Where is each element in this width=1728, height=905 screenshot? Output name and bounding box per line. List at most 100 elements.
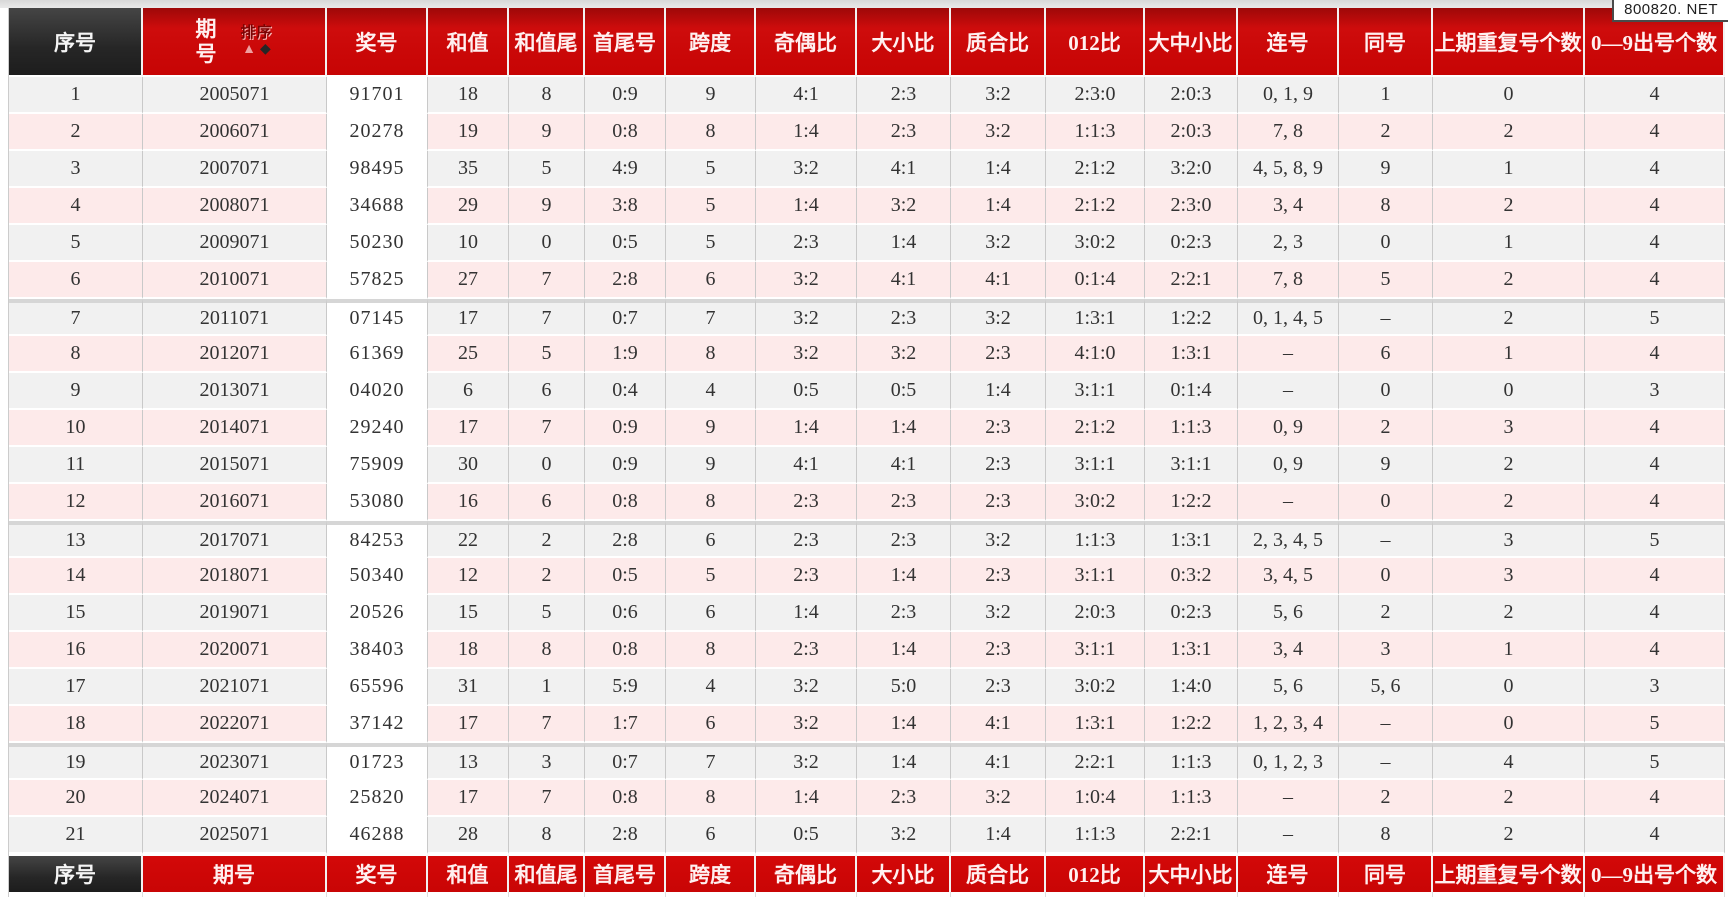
column-header-hezhi: 和值: [428, 854, 509, 892]
cell-hezhi: 10: [428, 225, 509, 262]
table-row: 4 2008071 34688 29 9 3:8 5 1:4 3:2 1:4 2:1:2 2:3:0 3…: [9, 188, 1725, 225]
cell-jioubi: 3:2: [756, 336, 857, 373]
table-row: 14 2018071 50340 12 2 0:5 5 2:3 1:4 2:3 3:1:1 0:3:2…: [9, 558, 1725, 595]
cell-kuadu: 9: [666, 447, 756, 484]
cell-tonghao: 1: [1339, 77, 1433, 114]
cell-shouweihao: 0:5: [585, 558, 666, 595]
cell-hezhi: 19: [428, 114, 509, 151]
cell-jianghao: 01723: [327, 743, 428, 780]
cell-shouweihao: 2:8: [585, 521, 666, 558]
cell-xuhao: 21: [9, 817, 143, 854]
cell-lianhao: –: [1238, 373, 1339, 410]
cell-zhihebi: 2:3: [951, 410, 1046, 447]
cell-lianhao: 3, 4, 5: [1238, 558, 1339, 595]
cell-kuadu: 8: [666, 114, 756, 151]
cell-hezhi: 16: [428, 484, 509, 521]
cell-shouweihao: 0:8: [585, 780, 666, 817]
cell-zhihebi: 1:4: [951, 151, 1046, 188]
sort-widget[interactable]: 排序 ▲ ◆: [240, 26, 272, 57]
cell-zhihebi: 2:3: [951, 484, 1046, 521]
cell-hezhi: 25: [428, 336, 509, 373]
column-header-kuadu: 跨度: [666, 854, 756, 892]
cell-jianghao: 50230: [327, 225, 428, 262]
cell-hezhi: 35: [428, 151, 509, 188]
column-header-xuhao: 序号: [9, 854, 143, 892]
cell-kuadu: 6: [666, 521, 756, 558]
cell-jianghao: 25820: [327, 780, 428, 817]
cell-jioubi: 3:2: [756, 706, 857, 743]
cell-xuhao: 4: [9, 188, 143, 225]
cell-daxiaobi: 1:4: [857, 743, 951, 780]
cell-bi012: 4:1:0: [1046, 336, 1145, 373]
cell-tonghao: 8: [1339, 817, 1433, 854]
cell-shouweihao: 0:8: [585, 484, 666, 521]
cell-daxiaobi: 5:0: [857, 669, 951, 706]
cell-lianhao: 0, 9: [1238, 410, 1339, 447]
cell-hezhi: 15: [428, 595, 509, 632]
cell-qihao: 2010071: [143, 262, 327, 299]
cell-chuhao09: 4: [1585, 77, 1725, 114]
cell-daxiaobi: 2:3: [857, 595, 951, 632]
cell-shangqichongfu: 4: [1433, 743, 1585, 780]
cell-lianhao: 1, 2, 3, 4: [1238, 706, 1339, 743]
cell-hezhi: 18: [428, 77, 509, 114]
cell-xuhao: 12: [9, 484, 143, 521]
cell-hezhiwei: 0: [509, 447, 585, 484]
cell-shangqichongfu: 2: [1433, 114, 1585, 151]
cell-daxiaobi: 2:3: [857, 521, 951, 558]
cell-hezhiwei: 7: [509, 410, 585, 447]
cell-hezhiwei: 3: [509, 743, 585, 780]
cell-kuadu: 5: [666, 558, 756, 595]
cell-chuhao09: 4: [1585, 632, 1725, 669]
cell-zhihebi: 3:2: [951, 780, 1046, 817]
cell-shouweihao: 0:8: [585, 114, 666, 151]
cell-kuadu: 7: [666, 743, 756, 780]
cell-jianghao: 57825: [327, 262, 428, 299]
cell-zhihebi: 2:3: [951, 447, 1046, 484]
table-row: 21 2025071 46288 28 8 2:8 6 0:5 3:2 1:4 1:1:3 2:2:1…: [9, 817, 1725, 854]
cell-qihao: 2014071: [143, 410, 327, 447]
cell-chuhao09: 4: [1585, 114, 1725, 151]
cell-lianhao: 0, 1, 4, 5: [1238, 299, 1339, 336]
cell-shangqichongfu: 1: [1433, 225, 1585, 262]
cell-qihao: 2011071: [143, 299, 327, 336]
column-header-bi012: 012比: [1046, 8, 1145, 77]
cell-tonghao: 0: [1339, 484, 1433, 521]
cell-jioubi: 0:5: [756, 817, 857, 854]
table-row: 15 2019071 20526 15 5 0:6 6 1:4 2:3 3:2 2:0:3 0:2:3…: [9, 595, 1725, 632]
cell-bi012: 3:0:2: [1046, 669, 1145, 706]
cell-chuhao09: 5: [1585, 299, 1725, 336]
cell-kuadu: 6: [666, 595, 756, 632]
cell-jianghao: 04020: [327, 373, 428, 410]
table-row: 13 2017071 84253 22 2 2:8 6 2:3 2:3 3:2 1:1:3 1:3:1…: [9, 521, 1725, 558]
cell-xuhao: 6: [9, 262, 143, 299]
cell-lianhao: 3, 4: [1238, 632, 1339, 669]
cell-hezhiwei: 9: [509, 188, 585, 225]
cell-qihao: 2024071: [143, 780, 327, 817]
cell-daxiaobi: 1:4: [857, 410, 951, 447]
cell-xuhao: 11: [9, 447, 143, 484]
cell-jianghao: 98495: [327, 151, 428, 188]
cell-dazhongxiaobi: 2:2:1: [1145, 817, 1238, 854]
cell-dazhongxiaobi: 1:1:3: [1145, 743, 1238, 780]
cell-hezhiwei: 8: [509, 77, 585, 114]
cell-hezhiwei: 1: [509, 669, 585, 706]
cell-qihao: 2007071: [143, 151, 327, 188]
cell-tonghao: 0: [1339, 558, 1433, 595]
cell-hezhi: 27: [428, 262, 509, 299]
cell-kuadu: 8: [666, 484, 756, 521]
cell-jioubi: 1:4: [756, 188, 857, 225]
cell-shangqichongfu: 2: [1433, 262, 1585, 299]
table-body: 1 2005071 91701 18 8 0:9 9 4:1 2:3 3:2 2:3:0 2:0:3 0…: [9, 77, 1725, 854]
cell-shouweihao: 0:9: [585, 447, 666, 484]
cell-chuhao09: 5: [1585, 743, 1725, 780]
sort-descending-icon[interactable]: ◆: [260, 42, 271, 57]
lottery-stats-table: 序号期号排序 ▲ ◆ 奖号 和值 和值尾 首尾号 跨度 奇偶比 大小比 质合比 012比 大中小比 连号同…: [8, 8, 1725, 897]
cell-qihao: 2012071: [143, 336, 327, 373]
sort-ascending-icon[interactable]: ▲: [242, 42, 257, 57]
cell-xuhao: 15: [9, 595, 143, 632]
table-row: 7 2011071 07145 17 7 0:7 7 3:2 2:3 3:2 1:3:1 1:2:2 0…: [9, 299, 1725, 336]
cell-zhihebi: 1:4: [951, 188, 1046, 225]
header-row: 序号期号排序 ▲ ◆ 奖号 和值 和值尾 首尾号 跨度 奇偶比 大小比 质合比 012比 大中小比 连号同…: [9, 8, 1725, 77]
cell-qihao: 2019071: [143, 595, 327, 632]
